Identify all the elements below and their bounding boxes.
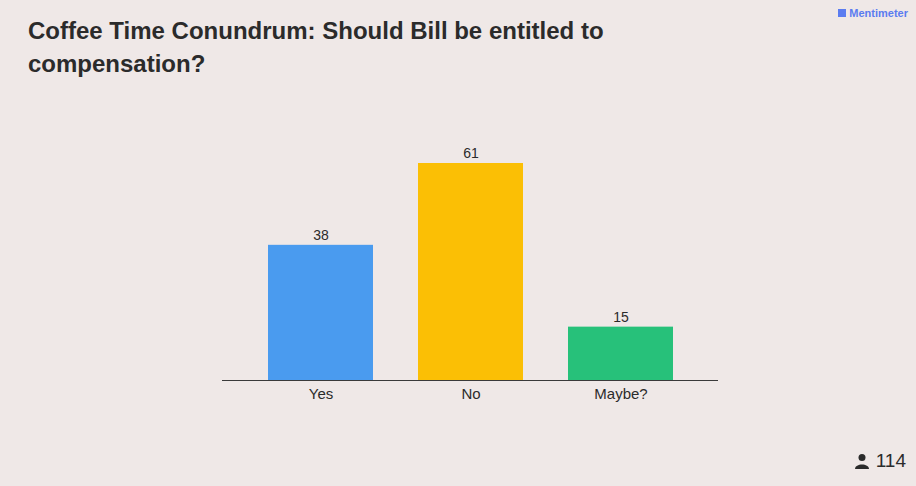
html-text:Coffee Time Conundrum: Should: Coffee Time Conundrum: Should Bill be en…	[28, 17, 604, 77]
svg-text:38: 38	[313, 227, 329, 243]
html-text:114: 114	[875, 450, 906, 471]
svg-text:Yes: Yes	[309, 385, 333, 402]
svg-text:15: 15	[613, 309, 629, 325]
html-text:Mentimeter: Mentimeter	[849, 7, 908, 19]
svg-text:No: No	[461, 385, 480, 402]
svg-text:61: 61	[463, 145, 479, 161]
svg-text:Maybe?: Maybe?	[594, 385, 647, 402]
